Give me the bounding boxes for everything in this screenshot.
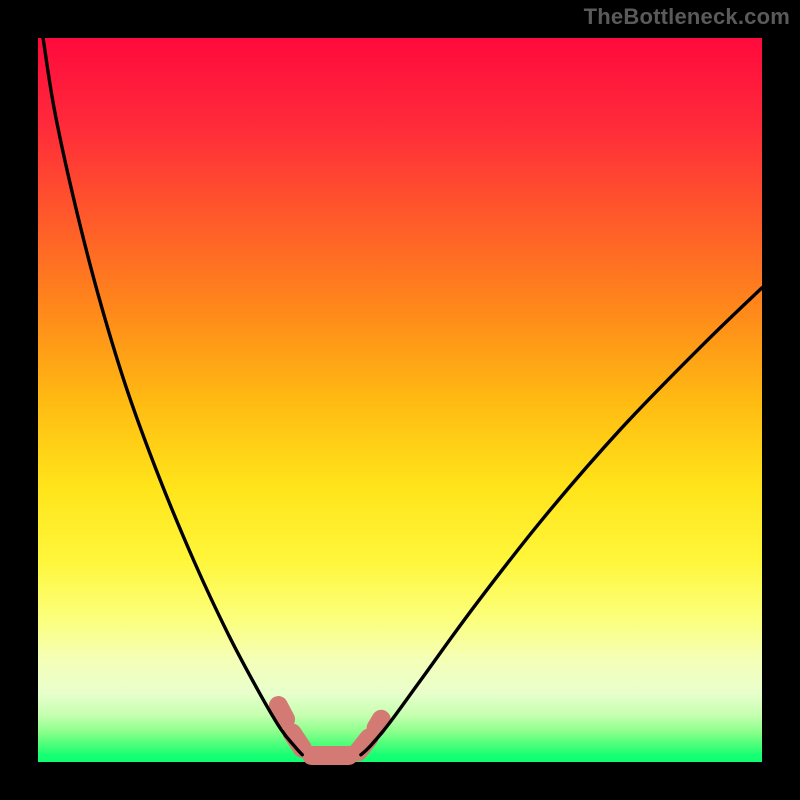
stage: TheBottleneck.com [0, 0, 800, 800]
valley-marker-4 [376, 719, 381, 728]
valley-marker-0 [278, 706, 285, 720]
plot-background [38, 38, 762, 762]
watermark-text: TheBottleneck.com [584, 4, 790, 30]
chart-svg [0, 0, 800, 800]
